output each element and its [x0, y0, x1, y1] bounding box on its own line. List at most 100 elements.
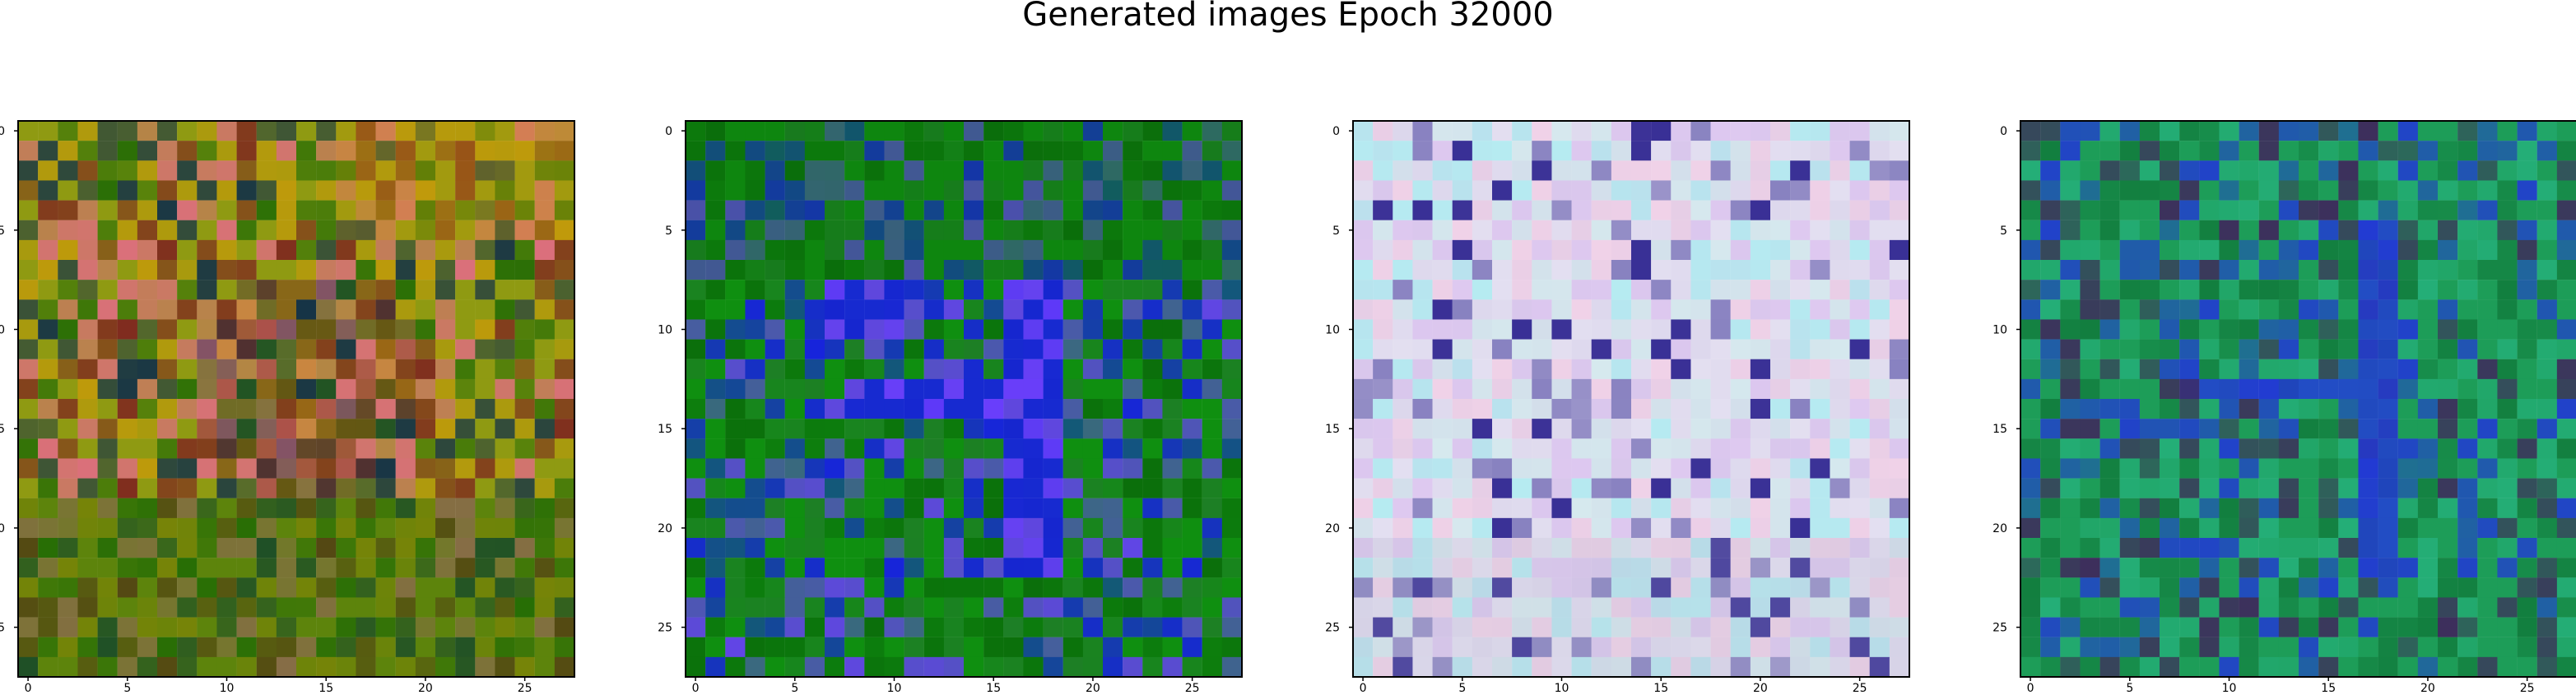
pixel-3-8-23: [1810, 280, 1830, 300]
pixel-2-5-0: [686, 220, 706, 240]
pixel-3-1-15: [1651, 141, 1672, 161]
pixel-4-7-1: [2040, 260, 2061, 280]
pixel-4-11-21: [2438, 339, 2458, 359]
pixel-1-27-3: [77, 656, 98, 678]
pixel-1-5-10: [216, 220, 237, 240]
pixel-2-18-12: [923, 478, 944, 498]
pixel-4-10-8: [2179, 319, 2200, 340]
pixel-4-18-11: [2239, 478, 2259, 498]
pixel-1-16-2: [58, 438, 78, 459]
pixel-4-27-12: [2258, 656, 2279, 678]
pixel-4-8-14: [2299, 280, 2319, 300]
pixel-3-8-13: [1611, 280, 1632, 300]
pixel-1-11-13: [276, 339, 297, 359]
pixel-4-20-19: [2397, 517, 2418, 539]
pixel-2-10-1: [705, 319, 726, 340]
pixel-3-5-4: [1432, 220, 1453, 240]
pixel-2-19-5: [784, 498, 805, 518]
pixel-2-9-15: [983, 299, 1004, 320]
pixel-3-19-7: [1492, 498, 1513, 518]
pixel-3-27-26: [1869, 656, 1890, 678]
pixel-4-6-9: [2199, 239, 2220, 261]
pixel-2-15-18: [1043, 419, 1063, 439]
pixel-2-13-5: [784, 378, 805, 400]
pixel-1-10-12: [256, 319, 277, 340]
pixel-3-15-15: [1651, 419, 1672, 439]
pixel-1-4-22: [455, 200, 476, 220]
pixel-1-21-20: [415, 538, 436, 558]
pixel-2-8-26: [1202, 280, 1222, 300]
pixel-2-19-11: [904, 498, 924, 518]
pixel-3-11-24: [1830, 339, 1850, 359]
pixel-4-10-11: [2239, 319, 2259, 340]
pixel-3-27-7: [1492, 656, 1513, 678]
pixel-4-14-18: [2378, 399, 2398, 419]
pixel-1-22-7: [157, 558, 178, 578]
pixel-4-8-5: [2119, 280, 2140, 300]
pixel-1-20-5: [117, 517, 137, 539]
pixel-2-22-1: [705, 558, 726, 578]
pixel-1-16-11: [236, 438, 257, 459]
pixel-2-19-13: [943, 498, 965, 518]
pixel-2-7-13: [943, 260, 965, 280]
pixel-2-10-23: [1142, 319, 1163, 340]
pixel-3-10-8: [1512, 319, 1532, 340]
pixel-3-17-21: [1770, 458, 1791, 479]
pixel-3-2-4: [1432, 160, 1453, 181]
pixel-1-5-11: [236, 220, 257, 240]
pixel-3-18-25: [1849, 478, 1870, 498]
pixel-3-15-10: [1551, 419, 1572, 439]
pixel-1-1-1: [38, 141, 58, 161]
pixel-3-1-27: [1889, 141, 1910, 161]
pixel-4-18-27: [2556, 478, 2576, 498]
pixel-1-12-10: [216, 359, 237, 379]
pixel-4-0-5: [2119, 121, 2140, 141]
pixel-2-12-25: [1182, 359, 1202, 379]
y-tick-label-2-20: 20: [658, 522, 672, 535]
pixel-3-3-2: [1393, 180, 1413, 201]
pixel-4-0-20: [2417, 121, 2439, 141]
pixel-4-17-17: [2358, 458, 2378, 479]
pixel-3-0-8: [1512, 121, 1532, 141]
pixel-4-13-0: [2020, 378, 2041, 400]
pixel-1-21-22: [455, 538, 476, 558]
pixel-4-15-13: [2278, 419, 2299, 439]
pixel-1-22-18: [375, 558, 396, 578]
pixel-4-17-16: [2338, 458, 2359, 479]
pixel-3-0-6: [1472, 121, 1493, 141]
pixel-2-13-4: [765, 378, 785, 400]
pixel-1-8-8: [177, 280, 198, 300]
pixel-1-2-10: [216, 160, 237, 181]
pixel-4-4-7: [2160, 200, 2180, 220]
pixel-1-9-25: [514, 299, 535, 320]
pixel-3-0-19: [1730, 121, 1751, 141]
pixel-4-12-20: [2417, 359, 2439, 379]
pixel-2-25-21: [1103, 617, 1123, 637]
pixel-2-27-25: [1182, 656, 1202, 678]
pixel-4-7-10: [2219, 260, 2239, 280]
pixel-2-9-23: [1142, 299, 1163, 320]
pixel-4-3-23: [2477, 180, 2498, 201]
pixel-2-13-0: [686, 378, 706, 400]
pixel-3-16-15: [1651, 438, 1672, 459]
pixel-4-9-0: [2020, 299, 2041, 320]
pixel-1-13-3: [77, 378, 98, 400]
pixel-1-15-21: [435, 419, 456, 439]
pixel-2-23-13: [943, 577, 965, 598]
pixel-1-6-27: [554, 239, 575, 261]
pixel-1-25-26: [534, 617, 555, 637]
pixel-3-11-4: [1432, 339, 1453, 359]
pixel-3-7-20: [1750, 260, 1771, 280]
pixel-2-23-15: [983, 577, 1004, 598]
pixel-2-15-8: [844, 419, 865, 439]
pixel-2-15-13: [943, 419, 965, 439]
pixel-4-8-23: [2477, 280, 2498, 300]
pixel-1-3-15: [316, 180, 337, 201]
pixel-4-11-12: [2258, 339, 2279, 359]
pixel-2-14-0: [686, 399, 706, 419]
pixel-1-1-12: [256, 141, 277, 161]
pixel-1-18-1: [38, 478, 58, 498]
pixel-1-16-14: [296, 438, 317, 459]
pixel-4-12-8: [2179, 359, 2200, 379]
pixel-3-11-13: [1611, 339, 1632, 359]
